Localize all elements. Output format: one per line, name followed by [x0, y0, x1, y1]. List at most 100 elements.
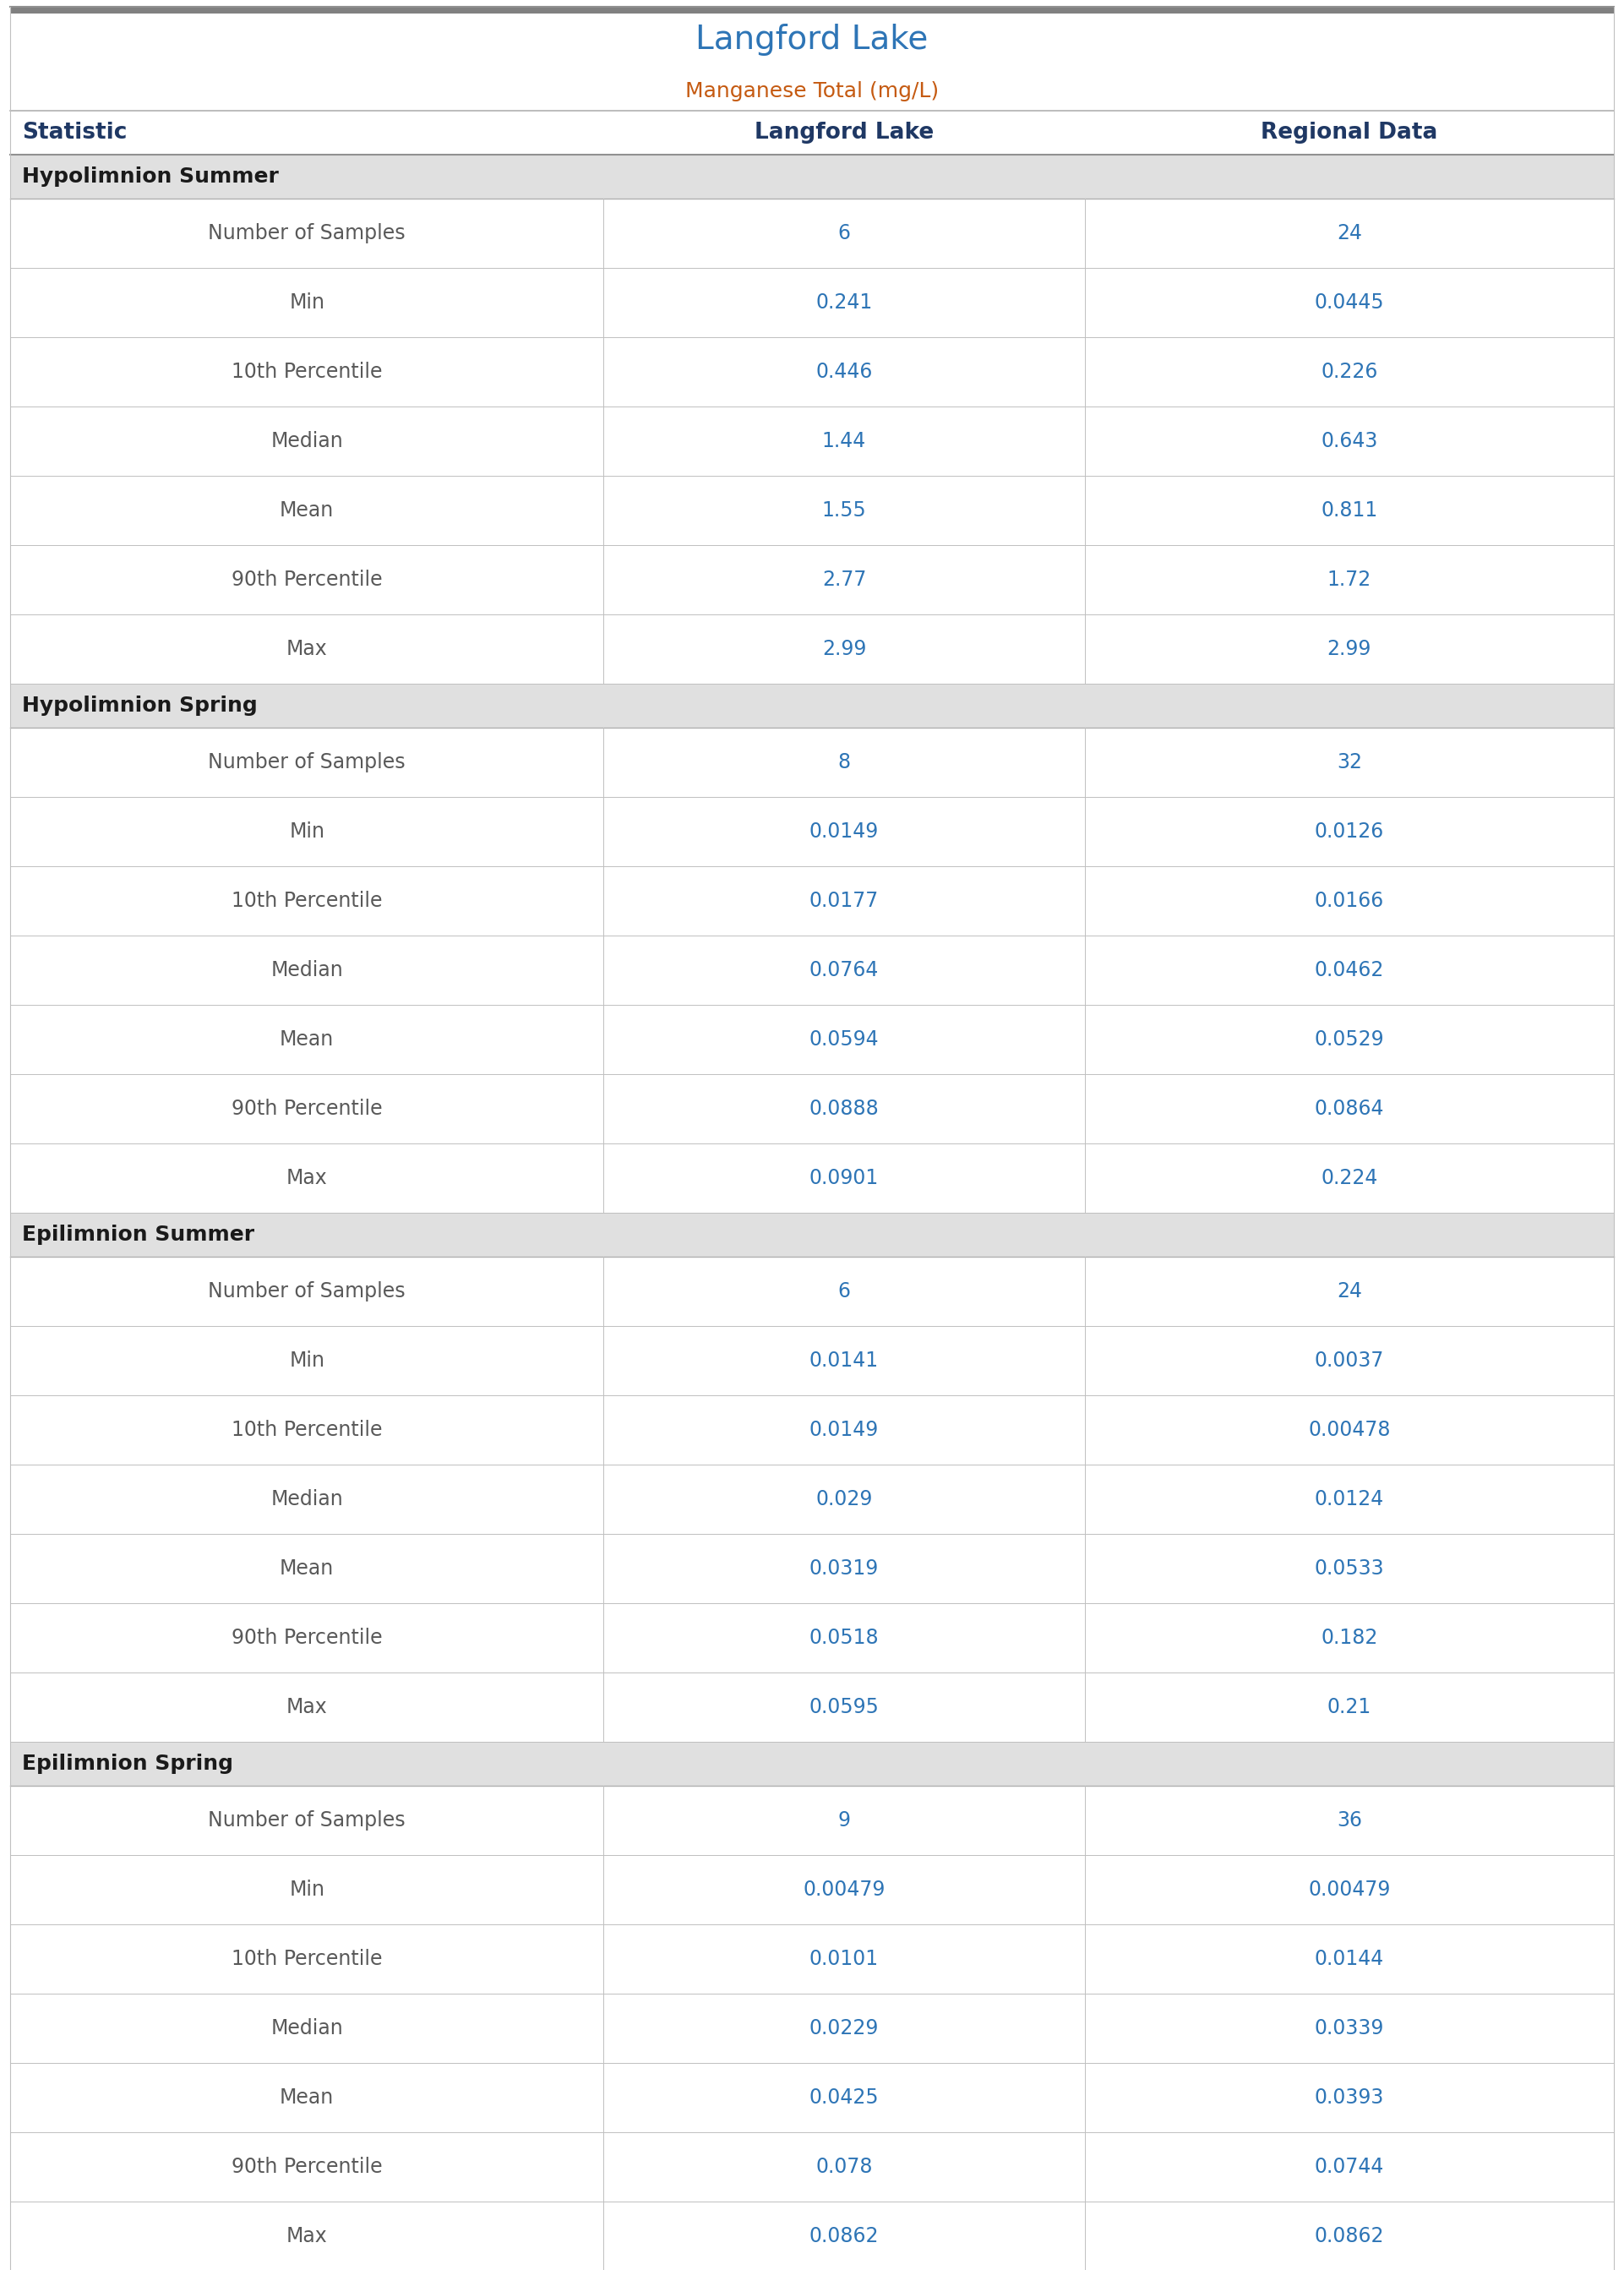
- Text: Hypolimnion Spring: Hypolimnion Spring: [23, 695, 258, 715]
- Text: 0.0101: 0.0101: [809, 1950, 879, 1968]
- Bar: [10, 1925, 1614, 1993]
- Bar: [10, 338, 1614, 406]
- Text: 0.0149: 0.0149: [809, 822, 879, 842]
- Text: 10th Percentile: 10th Percentile: [231, 1950, 382, 1968]
- Text: 0.0862: 0.0862: [809, 2227, 879, 2247]
- Text: Min: Min: [289, 293, 325, 313]
- Text: Hypolimnion Summer: Hypolimnion Summer: [23, 166, 279, 186]
- Text: 36: 36: [1337, 1809, 1363, 1830]
- Text: 0.0595: 0.0595: [809, 1698, 879, 1718]
- Text: 2.99: 2.99: [1327, 638, 1371, 658]
- Text: 0.0229: 0.0229: [809, 2018, 879, 2038]
- Text: 1.44: 1.44: [822, 431, 866, 452]
- Text: 0.0744: 0.0744: [1314, 2156, 1384, 2177]
- Text: 10th Percentile: 10th Percentile: [231, 1419, 382, 1439]
- Text: 0.0425: 0.0425: [809, 2088, 879, 2109]
- Text: 0.0764: 0.0764: [809, 960, 879, 981]
- Text: Statistic: Statistic: [23, 123, 127, 143]
- Text: 10th Percentile: 10th Percentile: [231, 361, 382, 381]
- Bar: [10, 1326, 1614, 1396]
- Bar: [10, 1786, 1614, 1855]
- Text: 0.0037: 0.0037: [1314, 1351, 1384, 1371]
- Text: 0.0124: 0.0124: [1314, 1489, 1384, 1510]
- Text: Epilimnion Summer: Epilimnion Summer: [23, 1224, 255, 1244]
- Bar: [10, 867, 1614, 935]
- Text: 0.446: 0.446: [815, 361, 872, 381]
- Text: Min: Min: [289, 1880, 325, 1900]
- Text: Max: Max: [286, 638, 328, 658]
- Text: 0.0462: 0.0462: [1314, 960, 1384, 981]
- Bar: [10, 545, 1614, 615]
- Text: 8: 8: [838, 751, 851, 772]
- Text: Mean: Mean: [279, 2088, 335, 2109]
- Bar: [10, 1258, 1614, 1326]
- Text: Number of Samples: Number of Samples: [208, 1809, 406, 1830]
- Text: Langford Lake: Langford Lake: [755, 123, 934, 143]
- Bar: [10, 1993, 1614, 2063]
- Text: 0.00478: 0.00478: [1307, 1419, 1390, 1439]
- Text: Min: Min: [289, 822, 325, 842]
- Text: 0.0166: 0.0166: [1314, 890, 1384, 910]
- Text: Mean: Mean: [279, 1559, 335, 1578]
- Text: 0.0594: 0.0594: [809, 1028, 879, 1049]
- Text: 6: 6: [838, 1280, 851, 1301]
- Text: 6: 6: [838, 222, 851, 243]
- Text: 0.0149: 0.0149: [809, 1419, 879, 1439]
- Text: 1.55: 1.55: [822, 499, 866, 520]
- Text: 0.0862: 0.0862: [1314, 2227, 1384, 2247]
- Text: 0.811: 0.811: [1320, 499, 1377, 520]
- Bar: [10, 268, 1614, 338]
- Bar: [10, 1212, 1614, 1258]
- Text: 0.0901: 0.0901: [809, 1169, 879, 1187]
- Text: 0.0518: 0.0518: [809, 1628, 879, 1648]
- Bar: [10, 1603, 1614, 1673]
- Text: 0.0177: 0.0177: [809, 890, 879, 910]
- Text: 0.029: 0.029: [815, 1489, 872, 1510]
- Bar: [10, 1396, 1614, 1464]
- Bar: [10, 1855, 1614, 1925]
- Text: Median: Median: [271, 431, 343, 452]
- Text: Median: Median: [271, 960, 343, 981]
- Text: 0.00479: 0.00479: [802, 1880, 885, 1900]
- Text: 0.0393: 0.0393: [1314, 2088, 1384, 2109]
- Bar: [10, 197, 1614, 268]
- Text: 1.72: 1.72: [1327, 570, 1371, 590]
- Text: 0.241: 0.241: [815, 293, 872, 313]
- Text: 0.643: 0.643: [1320, 431, 1377, 452]
- Text: 0.0533: 0.0533: [1314, 1559, 1384, 1578]
- Text: 90th Percentile: 90th Percentile: [231, 1099, 382, 1119]
- Text: Number of Samples: Number of Samples: [208, 751, 406, 772]
- Text: 0.0864: 0.0864: [1314, 1099, 1384, 1119]
- Bar: [10, 154, 1614, 197]
- Bar: [10, 1006, 1614, 1074]
- Text: 2.77: 2.77: [822, 570, 866, 590]
- Text: 9: 9: [838, 1809, 851, 1830]
- Text: 24: 24: [1337, 1280, 1363, 1301]
- Text: 24: 24: [1337, 222, 1363, 243]
- Bar: [10, 2132, 1614, 2202]
- Text: 0.0319: 0.0319: [809, 1559, 879, 1578]
- Bar: [10, 1741, 1614, 1786]
- Bar: [10, 7, 1614, 14]
- Text: Min: Min: [289, 1351, 325, 1371]
- Bar: [10, 1464, 1614, 1535]
- Text: 0.078: 0.078: [815, 2156, 872, 2177]
- Text: Max: Max: [286, 2227, 328, 2247]
- Text: 0.224: 0.224: [1320, 1169, 1377, 1187]
- Text: 0.0888: 0.0888: [809, 1099, 879, 1119]
- Bar: [10, 1673, 1614, 1741]
- Text: 0.0339: 0.0339: [1314, 2018, 1384, 2038]
- Text: 32: 32: [1337, 751, 1363, 772]
- Text: Median: Median: [271, 1489, 343, 1510]
- Bar: [10, 2202, 1614, 2270]
- Bar: [10, 406, 1614, 477]
- Text: Number of Samples: Number of Samples: [208, 222, 406, 243]
- Text: 0.21: 0.21: [1327, 1698, 1371, 1718]
- Text: 0.0141: 0.0141: [809, 1351, 879, 1371]
- Text: Manganese Total (mg/L): Manganese Total (mg/L): [685, 82, 939, 102]
- Bar: [10, 797, 1614, 867]
- Text: 90th Percentile: 90th Percentile: [231, 2156, 382, 2177]
- Text: Max: Max: [286, 1169, 328, 1187]
- Text: Epilimnion Spring: Epilimnion Spring: [23, 1755, 234, 1773]
- Text: 90th Percentile: 90th Percentile: [231, 570, 382, 590]
